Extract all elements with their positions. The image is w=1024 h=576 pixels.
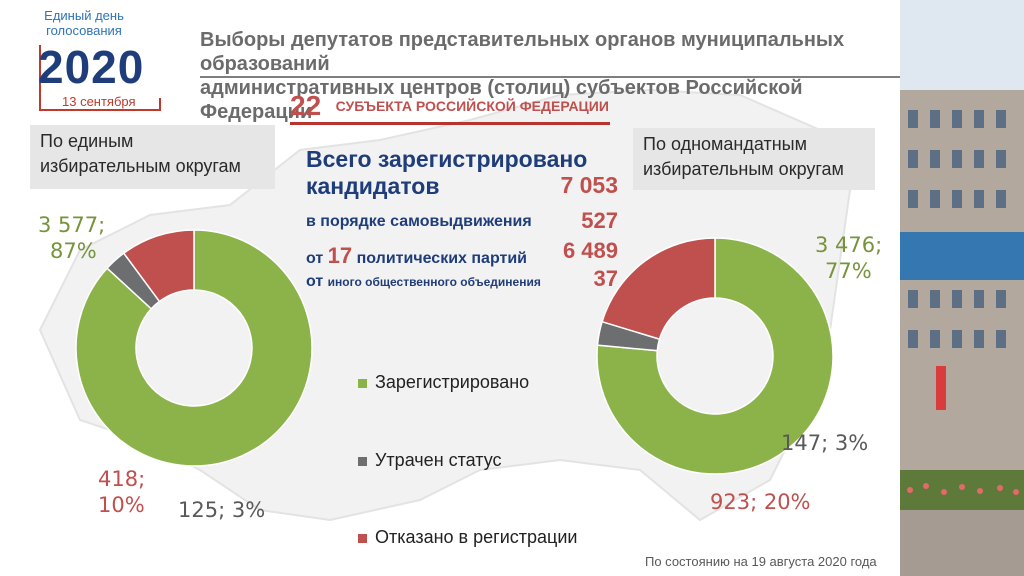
status-date-note: По состоянию на 19 августа 2020 года bbox=[645, 554, 877, 569]
summary-total: 7 053 bbox=[560, 172, 618, 198]
building-photo bbox=[900, 0, 1024, 576]
right-slice-registered bbox=[596, 237, 834, 475]
subjects-count: 22 СУБЪЕКТА РОССИЙСКОЙ ФЕДЕРАЦИИ bbox=[290, 90, 609, 122]
legend-refused: Отказано в регистрации bbox=[358, 527, 577, 548]
title-divider bbox=[200, 76, 900, 78]
left-slice-registered bbox=[75, 229, 313, 467]
summary-parties-value: 6 489 bbox=[562, 238, 618, 263]
logo-year: 2020 bbox=[38, 41, 145, 93]
summary-other-value: 37 bbox=[593, 266, 618, 291]
summary-parties: от 17 политических партий bbox=[306, 243, 528, 268]
legend-refused-swatch bbox=[358, 533, 367, 543]
left-registered-label: 3 577; 87% bbox=[38, 213, 106, 263]
summary-self-value: 527 bbox=[581, 208, 618, 233]
left-slice-refused bbox=[122, 229, 195, 303]
summary-heading: Всего зарегистрировано кандидатов bbox=[306, 146, 588, 199]
legend-lost-swatch bbox=[358, 456, 367, 466]
subjects-underline bbox=[290, 122, 610, 125]
logo-caption: Единый день голосования bbox=[44, 8, 124, 38]
legend-registered-swatch bbox=[358, 378, 367, 388]
right-lost-label: 147; 3% bbox=[781, 431, 869, 455]
subjects-text: СУБЪЕКТА РОССИЙСКОЙ ФЕДЕРАЦИИ bbox=[335, 98, 609, 114]
logo-date: 13 сентября bbox=[62, 94, 136, 109]
page-title: Выборы депутатов представительных органо… bbox=[200, 29, 845, 123]
right-chart-box: По одномандатным избирательным округам bbox=[633, 128, 875, 190]
subjects-number: 22 bbox=[290, 90, 322, 121]
summary-other: от иного общественного объединения bbox=[306, 273, 541, 290]
right-slice-refused bbox=[601, 237, 716, 341]
legend-lost: Утрачен статус bbox=[358, 450, 502, 471]
left-lost-label: 125; 3% bbox=[178, 498, 266, 522]
legend-registered: Зарегистрировано bbox=[358, 372, 529, 393]
logo-frame-icon bbox=[39, 45, 161, 111]
left-refused-label: 418; 10% bbox=[98, 467, 146, 517]
left-chart-box: По единым избирательным округам bbox=[30, 125, 275, 189]
summary-self-nomination: в порядке самовыдвижения bbox=[306, 213, 532, 230]
right-refused-label: 923; 20% bbox=[710, 490, 811, 514]
donut-charts bbox=[75, 229, 834, 475]
right-registered-label: 3 476; 77% bbox=[815, 233, 883, 283]
donut-left bbox=[75, 229, 313, 467]
donut-right bbox=[596, 237, 834, 475]
